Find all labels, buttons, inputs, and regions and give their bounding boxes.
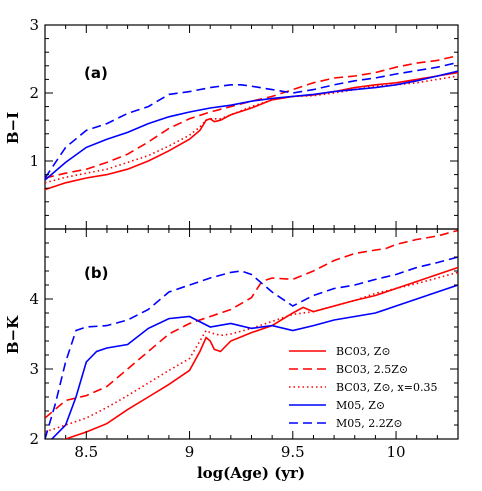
legend-label: BC03, Z⊙	[336, 345, 391, 358]
x-axis-label: log(Age) (yr)	[197, 464, 305, 482]
series-line-0-0	[45, 71, 458, 191]
series-line-1-1	[45, 229, 458, 419]
panel-a-label: (a)	[84, 64, 108, 82]
y-tick-label: 2	[29, 430, 39, 448]
series-line-1-4	[45, 256, 458, 439]
tick-labels: 1 2 3 2 3 4 8.5 9 9.5 10	[29, 16, 405, 461]
panel-a-curves	[45, 54, 458, 191]
legend-label: M05, Z⊙	[336, 399, 385, 412]
legend-label: BC03, 2.5Z⊙	[336, 363, 408, 376]
series-line-1-2	[45, 271, 458, 433]
x-tick-label: 8.5	[74, 443, 98, 461]
x-tick-label: 9	[185, 443, 195, 461]
panel-a-frame	[44, 24, 459, 230]
legend-label: M05, 2.2Z⊙	[336, 417, 403, 430]
legend: BC03, Z⊙ BC03, 2.5Z⊙ BC03, Z⊙, x=0.35 M05, …	[289, 345, 437, 430]
y-tick-label: 4	[29, 290, 39, 308]
legend-label: BC03, Z⊙, x=0.35	[336, 381, 437, 394]
series-line-0-2	[45, 75, 458, 184]
series-line-0-4	[45, 61, 458, 179]
series-line-1-0	[62, 266, 458, 439]
panel-b-frame	[44, 228, 459, 440]
series-line-0-3	[45, 70, 458, 181]
y-tick-label: 3	[29, 360, 39, 378]
panel-b-ylabel: B−K	[4, 315, 22, 354]
panel-a-ylabel: B−I	[4, 112, 22, 144]
series-line-0-1	[45, 54, 458, 179]
y-tick-label: 3	[29, 16, 39, 34]
x-tick-label: 9.5	[281, 443, 305, 461]
x-tick-label: 10	[387, 443, 406, 461]
panel-b-label: (b)	[84, 264, 108, 282]
series-line-1-3	[50, 284, 458, 439]
axis-ticks	[44, 24, 459, 440]
y-tick-label: 1	[29, 152, 39, 170]
y-tick-label: 2	[29, 84, 39, 102]
panel-b-curves	[45, 229, 458, 439]
